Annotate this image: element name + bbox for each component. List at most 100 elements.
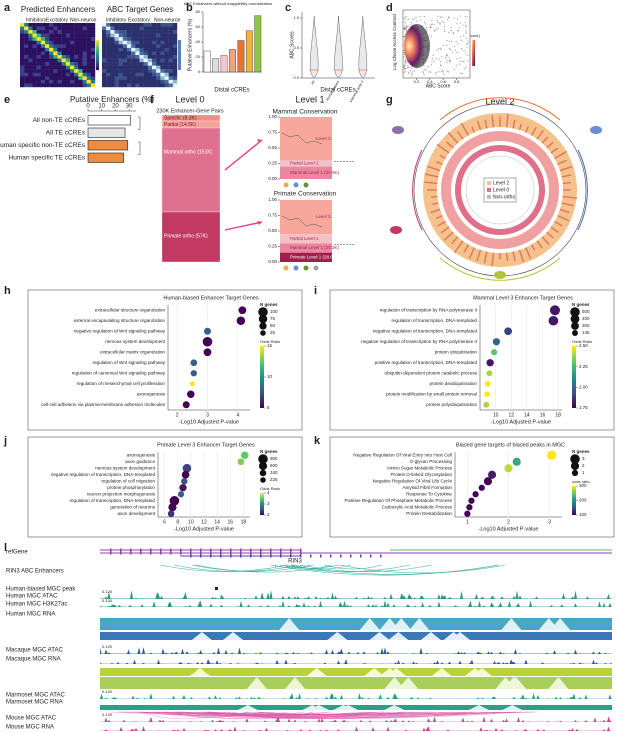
heatmap-cell	[147, 76, 153, 81]
density-point	[441, 55, 443, 58]
segment-label: Mammal Level 1 (20.5K)	[290, 170, 340, 175]
exon	[260, 554, 262, 558]
heatmap-cell	[24, 44, 29, 49]
heatmap-cell	[102, 62, 107, 66]
heatmap-cell	[70, 62, 75, 66]
group-label: Inhibitory	[26, 17, 47, 23]
heatmap-cell	[127, 55, 132, 59]
category-label: All non-TE cCREs	[33, 117, 86, 124]
heatmap-cell	[32, 65, 37, 70]
density-point	[456, 51, 458, 54]
splice-gap	[502, 705, 523, 710]
heatmap-cell	[147, 65, 153, 70]
heatmap-cell	[24, 55, 29, 59]
heatmap-cell	[131, 51, 136, 56]
violin	[334, 15, 343, 79]
heatmap-cell	[172, 26, 178, 31]
legend-dot	[259, 322, 267, 330]
heatmap-cell	[20, 37, 25, 41]
x-tick-label: 20	[112, 104, 119, 110]
heatmap-cell	[90, 72, 96, 77]
track-label: Human-biased MGC peak	[6, 587, 76, 593]
heatmap-cell	[135, 72, 140, 77]
heatmap-cell	[110, 83, 115, 88]
dot	[236, 316, 246, 326]
density-point	[448, 48, 451, 50]
heatmap-cell	[127, 62, 132, 66]
heatmap-cell	[24, 33, 29, 38]
heatmap-cell	[127, 30, 132, 34]
heatmap-cell	[45, 47, 50, 52]
heatmap-cell	[20, 72, 25, 77]
panel-frame	[329, 289, 615, 431]
legend-dot	[260, 330, 266, 336]
heatmap-cell	[168, 37, 174, 41]
density-point	[459, 57, 461, 59]
heatmap-cell	[61, 47, 67, 52]
heatmap-cell	[57, 79, 62, 84]
exon	[260, 551, 262, 555]
density-point	[405, 31, 407, 33]
scale-label: 0-100	[102, 598, 113, 603]
density-point	[465, 66, 467, 68]
spoke	[447, 132, 459, 144]
dot	[167, 510, 175, 518]
spoke	[451, 236, 459, 245]
heatmap-cell	[49, 51, 54, 56]
density-point	[411, 74, 413, 76]
legend-label: 300	[582, 323, 590, 328]
legend-label: Level 0	[493, 187, 509, 193]
x-tick-label: 16	[540, 412, 546, 418]
heatmap-cell	[65, 23, 71, 27]
heatmap-cell	[122, 26, 128, 31]
heatmap-cell	[106, 69, 111, 73]
heatmap-cell	[32, 26, 37, 31]
splice-gap	[384, 705, 405, 710]
heatmap-cell	[28, 47, 33, 52]
heatmap-cell	[90, 79, 96, 84]
term-label: regulation of transcription, DNA-templat…	[391, 318, 477, 323]
heatmap-cell	[110, 58, 115, 63]
exon	[200, 554, 202, 558]
heatmap-cell	[40, 58, 46, 63]
species-icon	[494, 271, 506, 279]
heatmap-cell	[139, 33, 144, 38]
term-label: negative regulation of transcription by …	[361, 339, 477, 344]
species-icon	[590, 126, 602, 134]
heatmap-cell	[53, 58, 58, 63]
heatmap-cell	[160, 79, 165, 84]
density-point	[467, 41, 469, 43]
heatmap-cell	[86, 40, 92, 45]
colorbar	[178, 40, 181, 70]
heatmap-cell	[28, 79, 33, 84]
splice-gap	[548, 677, 569, 689]
heatmap-cell	[61, 76, 67, 81]
heatmap-cell	[131, 23, 136, 27]
heatmap-cell	[90, 33, 96, 38]
dot	[168, 503, 177, 512]
heatmap-cell	[36, 37, 42, 41]
rna-band	[100, 668, 612, 676]
enhancer-link	[290, 564, 351, 570]
exon	[180, 548, 182, 552]
heatmap-cell	[152, 37, 157, 41]
heatmap-cell	[90, 65, 96, 70]
x-axis-label: -Log10 Adjusted P-value	[179, 419, 239, 425]
y-tick-label: 80	[196, 9, 201, 14]
exon	[370, 554, 372, 558]
density-point	[433, 60, 435, 62]
heatmap-cell	[70, 76, 75, 81]
splice-gap	[431, 668, 452, 676]
track-label: refGene	[6, 550, 28, 556]
dot	[512, 457, 521, 466]
density-point	[404, 59, 407, 62]
segment	[280, 234, 332, 244]
legend-label: 600	[270, 463, 278, 468]
bracket	[138, 116, 141, 155]
heatmap-cell	[160, 26, 165, 31]
exon	[220, 551, 222, 555]
heatmap-cell	[53, 79, 58, 84]
exon	[160, 551, 162, 555]
group-label: Inhibitory	[106, 17, 127, 23]
dot	[182, 463, 192, 473]
